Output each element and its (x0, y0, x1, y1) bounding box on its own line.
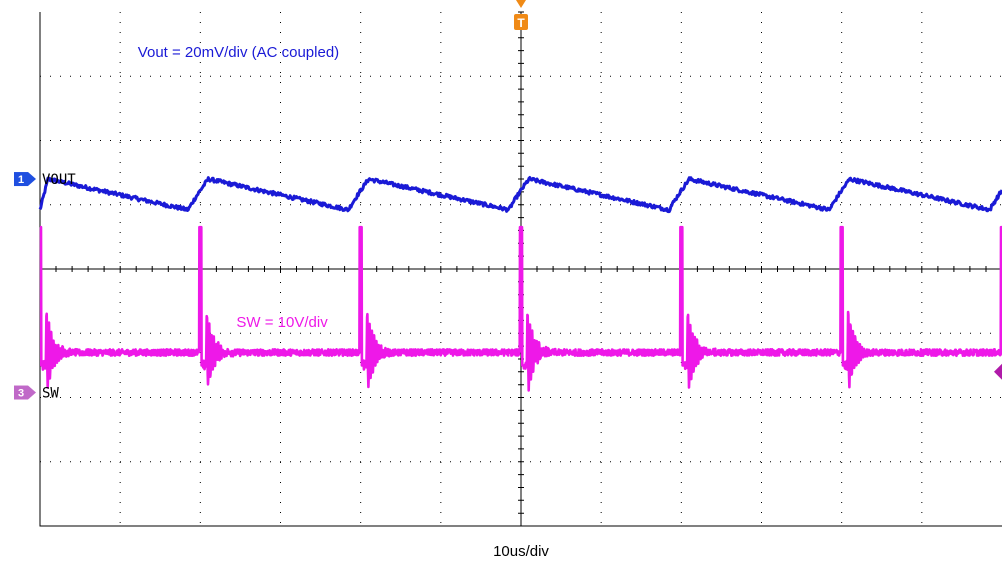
channel-1-arrow (28, 172, 36, 187)
plot-frame (39, 12, 1002, 527)
trigger-label: T (517, 16, 525, 30)
sw-trace (39, 225, 1002, 392)
channel-3-box (14, 385, 28, 400)
channel-1-marker: 1 (14, 172, 36, 187)
trigger-box (514, 14, 528, 30)
trigger-tail (516, 0, 526, 8)
channel-1-number: 1 (18, 174, 24, 186)
channel-3-label: SW (42, 386, 59, 402)
channel-1-label: VOUT (42, 172, 76, 188)
trigger-marker: T (514, 0, 528, 30)
trigger-level-marker (994, 363, 1002, 380)
sw-scale-annotation: SW = 10V/div (236, 314, 328, 331)
vout-scale-annotation: Vout = 20mV/div (AC coupled) (138, 44, 339, 61)
x-axis-label: 10us/div (493, 543, 549, 560)
channel-3-arrow (28, 385, 36, 400)
vout-trace (38, 176, 1002, 214)
channel-3-number: 3 (18, 388, 24, 400)
channel-3-marker: 3 (14, 385, 36, 400)
channel-1-box (14, 172, 28, 187)
